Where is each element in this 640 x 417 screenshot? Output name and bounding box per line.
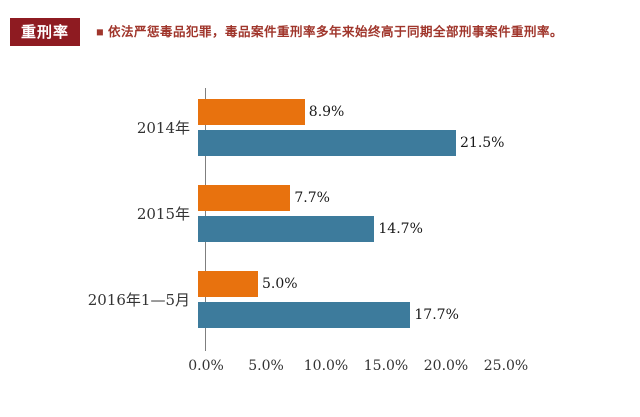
header: 重刑率 ■ 依法严惩毒品犯罪，毒品案件重刑率多年来始终高于同期全部刑事案件重刑率… bbox=[10, 18, 630, 46]
bars-container: 7.7% 14.7% bbox=[198, 185, 574, 242]
bar-row: 7.7% bbox=[198, 185, 574, 211]
category-label: 2014年 bbox=[136, 119, 190, 137]
bar-row: 5.0% bbox=[198, 271, 574, 297]
bar-row: 17.7% bbox=[198, 302, 574, 328]
bar-value-label: 7.7% bbox=[294, 190, 330, 206]
category-label: 2016年1—5月 bbox=[87, 291, 190, 309]
bar-value-label: 17.7% bbox=[414, 307, 459, 323]
x-tick-label: 5.0% bbox=[248, 358, 284, 374]
bar-chart: 2014年 8.9% 21.5% 2015年 7.7% 14.7% 2016年1—5月 5.0… bbox=[22, 88, 582, 388]
bar-value-label: 5.0% bbox=[262, 276, 298, 292]
category-badge: 重刑率 bbox=[10, 18, 81, 46]
x-tick-label: 10.0% bbox=[303, 358, 349, 374]
blue-series-bar bbox=[198, 302, 411, 328]
x-tick-label: 0.0% bbox=[188, 358, 224, 374]
bar-row: 8.9% bbox=[198, 99, 574, 125]
bar-group: 2015年 7.7% 14.7% bbox=[22, 185, 582, 242]
orange-series-bar bbox=[198, 185, 291, 211]
bars-container: 5.0% 17.7% bbox=[198, 271, 574, 328]
bar-group: 2016年1—5月 5.0% 17.7% bbox=[22, 271, 582, 328]
bars-container: 8.9% 21.5% bbox=[198, 99, 574, 156]
blue-series-bar bbox=[198, 216, 375, 242]
bar-row: 21.5% bbox=[198, 130, 574, 156]
bar-value-label: 14.7% bbox=[378, 221, 423, 237]
bar-group: 2014年 8.9% 21.5% bbox=[22, 99, 582, 156]
page-title: ■ 依法严惩毒品犯罪，毒品案件重刑率多年来始终高于同期全部刑事案件重刑率。 bbox=[96, 24, 564, 39]
bar-value-label: 21.5% bbox=[460, 135, 505, 151]
x-axis: 0.0% 5.0% 10.0% 15.0% 20.0% 25.0% bbox=[188, 358, 528, 378]
x-tick-label: 15.0% bbox=[363, 358, 409, 374]
plot-area: 2014年 8.9% 21.5% 2015年 7.7% 14.7% 2016年1—5月 5.0… bbox=[22, 88, 582, 328]
orange-series-bar bbox=[198, 271, 258, 297]
x-tick-label: 25.0% bbox=[483, 358, 529, 374]
category-label: 2015年 bbox=[136, 205, 190, 223]
orange-series-bar bbox=[198, 99, 305, 125]
blue-series-bar bbox=[198, 130, 456, 156]
x-tick-label: 20.0% bbox=[423, 358, 469, 374]
bar-value-label: 8.9% bbox=[308, 104, 345, 120]
bar-row: 14.7% bbox=[198, 216, 574, 242]
